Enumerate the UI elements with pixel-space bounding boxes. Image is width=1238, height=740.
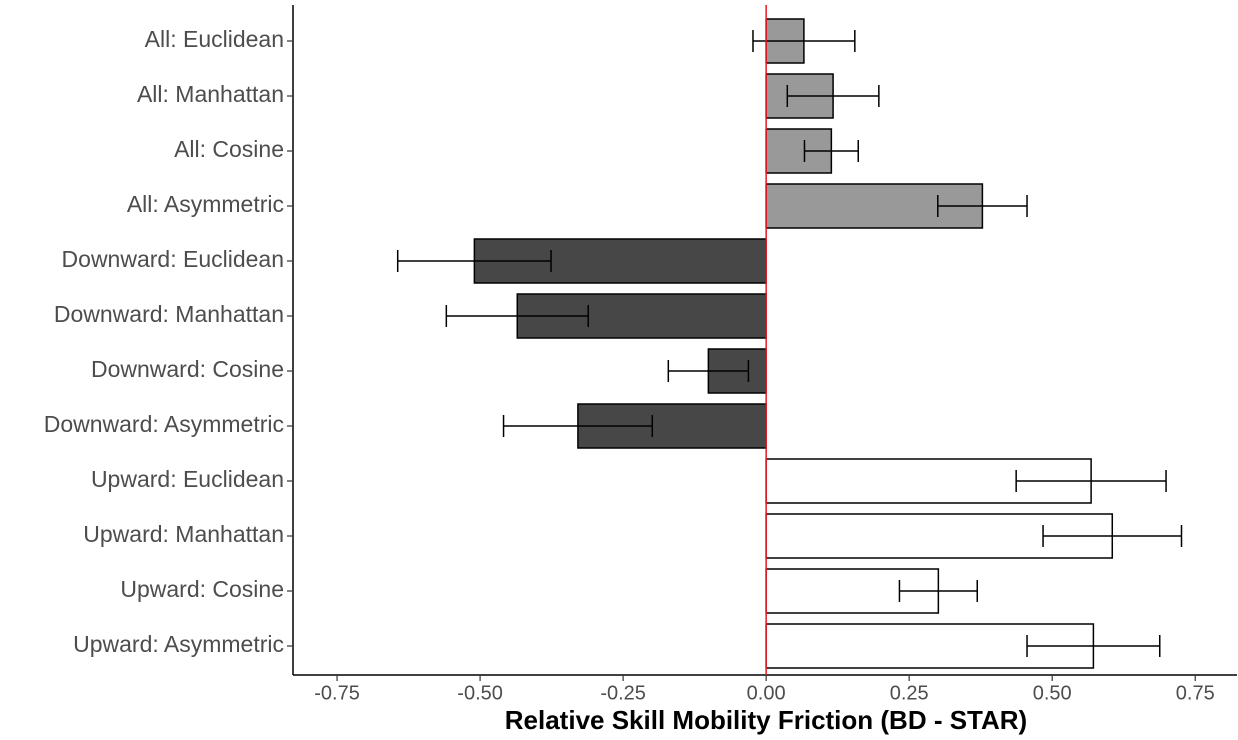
y-tick-label: All: Asymmetric xyxy=(127,191,284,217)
y-tick-label: Upward: Euclidean xyxy=(91,466,284,492)
x-tick-label: -0.25 xyxy=(600,682,646,704)
y-tick-label: Upward: Cosine xyxy=(120,576,284,602)
y-tick-label: All: Manhattan xyxy=(137,81,284,107)
y-tick-label: All: Euclidean xyxy=(145,26,284,52)
y-tick-label: Downward: Euclidean xyxy=(62,246,284,272)
y-tick-label: Downward: Asymmetric xyxy=(44,411,284,437)
x-tick-label: -0.50 xyxy=(457,682,503,704)
x-tick-label: 0.25 xyxy=(890,682,929,704)
y-tick-label: Downward: Manhattan xyxy=(54,301,284,327)
x-tick-label: 0.00 xyxy=(747,682,786,704)
x-axis-title: Relative Skill Mobility Friction (BD - S… xyxy=(505,705,1027,735)
x-tick-label: -0.75 xyxy=(314,682,360,704)
x-tick-label: 0.75 xyxy=(1176,682,1215,704)
y-tick-label: All: Cosine xyxy=(174,136,284,162)
x-tick-label: 0.50 xyxy=(1033,682,1072,704)
y-tick-label: Upward: Manhattan xyxy=(83,521,284,547)
y-tick-label: Upward: Asymmetric xyxy=(73,631,284,657)
y-tick-label: Downward: Cosine xyxy=(91,356,284,382)
